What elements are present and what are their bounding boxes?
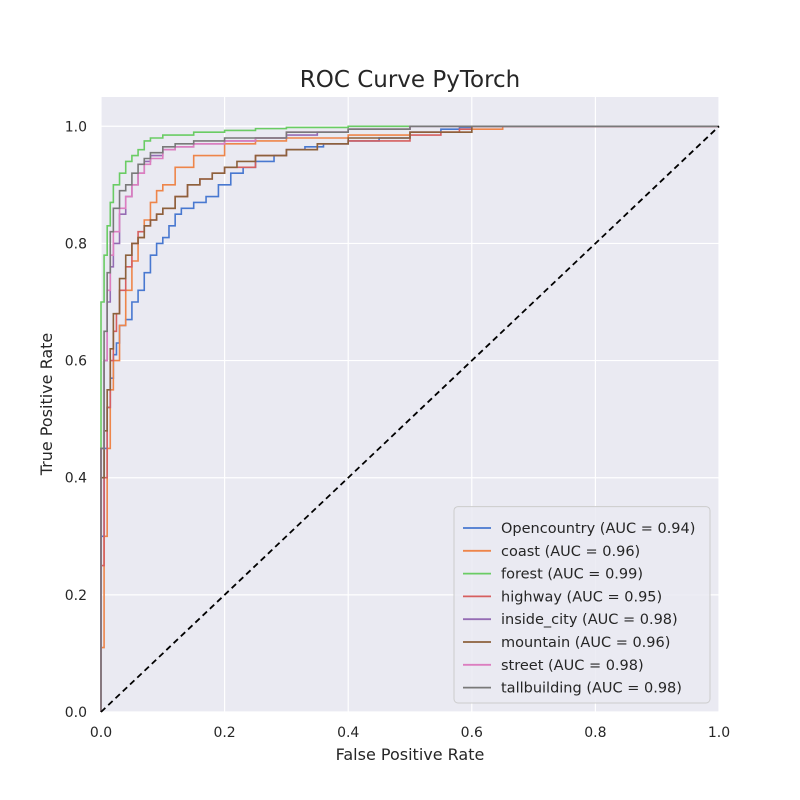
legend-entry: inside_city (AUC = 0.98) [501, 612, 678, 628]
chart-title: ROC Curve PyTorch [300, 67, 521, 93]
y-axis-label: True Positive Rate [37, 333, 56, 477]
legend-entry: highway (AUC = 0.95) [501, 589, 662, 605]
x-tick-label: 0.2 [213, 725, 235, 741]
x-tick-label: 0.4 [337, 725, 359, 741]
legend-entry: tallbuilding (AUC = 0.98) [501, 681, 682, 697]
legend-entry: street (AUC = 0.98) [501, 658, 644, 674]
y-tick-label: 0.6 [65, 354, 87, 370]
x-tick-label: 0.6 [461, 725, 483, 741]
x-tick-label: 0.8 [584, 725, 606, 741]
y-tick-labels: 0.0 0.2 0.4 0.6 0.8 1.0 [65, 119, 87, 721]
legend: Opencountry (AUC = 0.94) coast (AUC = 0.9… [453, 506, 711, 704]
y-tick-label: 1.0 [65, 119, 87, 135]
x-tick-label: 0.0 [90, 725, 112, 741]
legend-entry: coast (AUC = 0.96) [501, 544, 640, 560]
x-tick-labels: 0.0 0.2 0.4 0.6 0.8 1.0 [90, 725, 730, 741]
y-tick-label: 0.2 [65, 588, 87, 604]
legend-entry: Opencountry (AUC = 0.94) [501, 521, 695, 537]
roc-curves [100, 125, 719, 712]
legend-box [453, 506, 711, 704]
roc-curve-5 [100, 125, 719, 712]
y-tick-label: 0.0 [65, 705, 87, 721]
x-tick-label: 1.0 [708, 725, 730, 741]
legend-entry: forest (AUC = 0.99) [501, 567, 643, 583]
legend-entry: mountain (AUC = 0.96) [501, 635, 670, 651]
chance-diagonal [100, 125, 720, 713]
x-axis-label: False Positive Rate [336, 745, 485, 764]
y-tick-label: 0.8 [65, 236, 87, 252]
roc-curve-1 [100, 125, 719, 712]
roc-curve-7 [100, 125, 719, 712]
y-tick-label: 0.4 [65, 471, 87, 487]
roc-curve-2 [100, 125, 719, 712]
